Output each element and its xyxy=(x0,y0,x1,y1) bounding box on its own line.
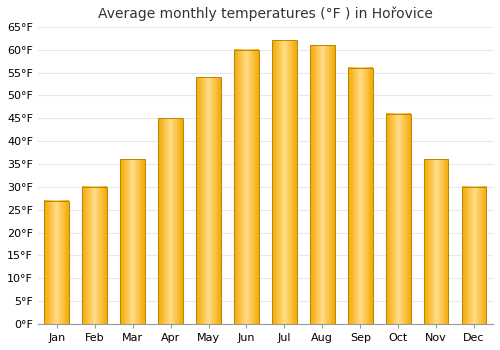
Bar xyxy=(196,77,221,324)
Bar xyxy=(120,159,145,324)
Bar xyxy=(158,118,183,324)
Bar xyxy=(310,45,334,324)
Bar xyxy=(424,159,448,324)
Title: Average monthly temperatures (°F ) in Hořovice: Average monthly temperatures (°F ) in Ho… xyxy=(98,7,433,21)
Bar xyxy=(462,187,486,324)
Bar xyxy=(234,50,259,324)
Bar xyxy=(386,114,410,324)
Bar xyxy=(272,41,296,324)
Bar xyxy=(82,187,107,324)
Bar xyxy=(348,68,372,324)
Bar xyxy=(44,201,69,324)
